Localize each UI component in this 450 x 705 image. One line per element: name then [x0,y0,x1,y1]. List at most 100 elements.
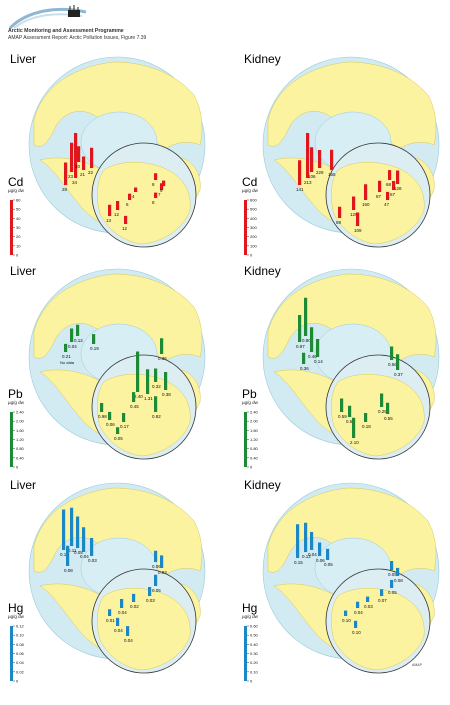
main-bar [316,339,320,357]
scale-tick-label: 2.40 [16,410,25,415]
main-value-label: 0.36 [158,356,167,361]
main-value-label: 67 [390,192,396,197]
organization-name: Arctic Monitoring and Assessment Program… [8,28,124,34]
main-bar [77,146,81,162]
main-bar [74,133,78,178]
inset-bar [126,626,130,636]
scale-tick-label: 20 [16,234,21,239]
inset-value-label: 0.55 [384,416,393,421]
unit-label: µg/g dw [242,614,258,619]
unit-label: µg/g dw [8,614,24,619]
main-value-label: 0.80 [302,338,311,343]
main-value-label: 0.56 [388,362,397,367]
scale-tick-label: 0.12 [16,624,25,629]
scale-tick-label: 0.20 [250,660,259,665]
inset-value-label: 0.05 [152,588,161,593]
inset-value-label: 12 [122,226,128,231]
main-value-label: 2.40 [134,394,143,399]
no-data-label: No data [60,360,75,365]
scale-tick-label: 0.40 [250,455,259,460]
main-bar [82,156,86,170]
inset-bar [124,215,128,224]
main-value-label: 0.06 [316,558,325,563]
scale-tick-label: 400 [250,216,257,221]
scale-tick-label: 2.00 [16,419,25,424]
inset-bar [108,204,112,216]
main-bar [310,327,314,352]
main-value-label: 0.14 [314,359,323,364]
main-value-label: 0.06 [152,564,161,569]
inset-value-label: 0.10 [342,618,351,623]
inset-land [97,587,191,671]
metal-label: Hg [8,601,24,615]
main-value-label: 0.05 [324,562,333,567]
main-value-label: 155 [328,172,336,177]
inset-bar [154,396,158,412]
scale-tick-label: 200 [250,234,257,239]
inset-bar [386,402,390,414]
main-value-label: 0.08 [64,568,73,573]
main-bar [76,324,80,336]
unit-label: µg/g dw [8,188,24,193]
organ-label: Kidney [244,478,281,492]
inset-bar [356,212,360,226]
main-bar [82,527,86,552]
metal-label: Pb [242,387,257,401]
amap-header [8,4,208,46]
scale-tick-label: 0.06 [16,651,25,656]
main-bar [318,542,322,556]
main-value-label: 0.04 [308,552,317,557]
scale-bar [10,200,13,255]
main-value-label: 0.36 [300,366,309,371]
inset-value-label: 87 [376,194,382,199]
inset-value-label: 0.82 [152,414,161,419]
inset-bar [352,417,356,438]
main-value-label: 0.12 [302,554,311,559]
inset-value-label: 0.45 [130,404,139,409]
inset-value-label: 0.05 [114,436,123,441]
main-bar [390,561,394,570]
inset-land [97,161,191,245]
main-value-label: 0.08 [394,578,403,583]
main-bar [70,328,74,342]
main-bar [304,522,308,552]
scale-tick-label: 1.60 [250,428,259,433]
main-bar [160,183,164,190]
amap-logo-icon [8,5,87,30]
inset-bar [366,596,370,602]
map-panel-hg-kidney: 0.15 0.12 0.04 0.06 0.05 0.09 0.08 0.05 0.07 0.03… [238,476,450,686]
land-mass-north [33,61,203,151]
polar-map: 0.150.110.050.040.030.060.030.080.050.03… [10,482,206,684]
main-value-label: 213 [304,180,312,185]
main-value-label: 34 [72,180,78,185]
inset-value-label: 0.98 [98,414,107,419]
scale-tick-label: 0 [16,465,19,470]
inset-bar [122,413,126,422]
main-value-label: 0.03 [158,570,167,575]
inset-value-label: 0.06 [106,422,115,427]
scale-tick-label: 0 [250,679,253,684]
main-bar [386,191,390,200]
inset-value-label: 0.02 [130,604,139,609]
scale-tick-label: 0.40 [16,455,25,460]
polar-map: 0.970.800.460.140.360.560.370.590.500.18… [244,268,440,470]
scale-tick-label: 0.60 [250,624,259,629]
inset-land [331,587,425,671]
scale-tick-label: 2.40 [250,410,259,415]
main-bar [326,548,330,560]
inset-bar [132,392,136,402]
main-value-label: 0.04 [80,554,89,559]
main-value-label: 0.32 [152,384,161,389]
main-value-label: 0.21 [62,354,71,359]
inset-value-label: 128 [394,186,402,191]
main-bar [76,516,80,548]
main-value-label: 141 [296,187,304,192]
inset-bar [116,617,120,626]
scale-tick-label: 0.02 [16,669,25,674]
inset-bar [116,427,120,434]
main-value-label: 0.11 [68,548,77,553]
metal-label: Pb [8,387,23,401]
inset-bar [354,620,358,628]
scale-tick-label: 2.00 [250,419,259,424]
